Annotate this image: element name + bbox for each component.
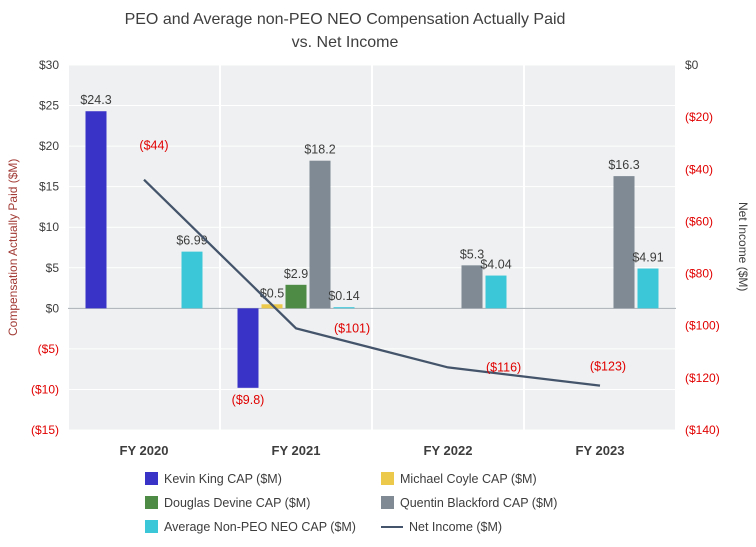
right-axis-tick-label: ($40) <box>685 162 713 176</box>
bar-data-label: $2.9 <box>284 267 308 281</box>
legend-item: Michael Coyle CAP ($M) <box>381 470 711 487</box>
legend-swatch <box>145 520 158 533</box>
legend-label: Quentin Blackford CAP ($M) <box>400 495 558 510</box>
right-axis-tick-label: ($140) <box>685 423 720 437</box>
chart-title-line1: PEO and Average non-PEO NEO Compensation… <box>124 11 566 28</box>
left-axis-tick-label: $10 <box>39 220 59 234</box>
bar-data-label: $18.2 <box>304 143 335 157</box>
category-label: FY 2023 <box>576 443 625 458</box>
bar-data-label: $0.5 <box>260 286 284 300</box>
line-data-label: ($44) <box>139 139 168 153</box>
left-axis-tick-label: $20 <box>39 139 59 153</box>
legend-label: Average Non-PEO NEO CAP ($M) <box>164 519 356 534</box>
legend-item: Quentin Blackford CAP ($M) <box>381 494 711 511</box>
legend-item: Net Income ($M) <box>381 518 711 535</box>
left-axis-tick-label: $25 <box>39 99 59 113</box>
category-label: FY 2021 <box>272 443 321 458</box>
bar-data-label: $24.3 <box>80 93 111 107</box>
legend-swatch <box>381 496 394 509</box>
legend-line-marker <box>381 525 403 528</box>
bar <box>309 160 331 309</box>
left-axis-tick-label: $5 <box>46 261 60 275</box>
legend-item: Average Non-PEO NEO CAP ($M) <box>145 518 381 535</box>
bar-data-label: $5.3 <box>460 247 484 261</box>
bar <box>333 307 355 309</box>
chart-title-line2: vs. Net Income <box>291 34 399 51</box>
right-axis-tick-label: ($60) <box>685 214 713 228</box>
bar <box>85 111 107 309</box>
left-axis-tick-label: ($15) <box>31 423 59 437</box>
left-axis-tick-label: $0 <box>46 301 60 315</box>
legend-item: Kevin King CAP ($M) <box>145 470 381 487</box>
left-axis-tick-label: ($5) <box>38 342 59 356</box>
bar-data-label: $4.04 <box>480 258 511 272</box>
bar-data-label: ($9.8) <box>232 393 265 407</box>
legend-label: Douglas Devine CAP ($M) <box>164 495 311 510</box>
legend-swatch <box>145 472 158 485</box>
category-label: FY 2022 <box>424 443 473 458</box>
bar <box>613 176 635 309</box>
bar <box>181 251 203 309</box>
left-axis-tick-label: ($10) <box>31 382 59 396</box>
right-axis-tick-label: ($80) <box>685 267 713 281</box>
bar <box>237 308 259 388</box>
legend-label: Net Income ($M) <box>409 519 503 534</box>
category-label: FY 2020 <box>120 443 169 458</box>
right-axis-tick-label: $0 <box>685 58 699 72</box>
chart-legend: Kevin King CAP ($M) Michael Coyle CAP ($M… <box>145 470 711 535</box>
bar <box>461 265 483 309</box>
line-data-label: ($123) <box>590 360 626 374</box>
bar-data-label: $16.3 <box>608 158 639 172</box>
line-data-label: ($116) <box>486 360 521 374</box>
right-axis-title: Net Income ($M) <box>736 202 750 292</box>
legend-swatch <box>145 496 158 509</box>
bar-data-label: $0.14 <box>328 289 359 303</box>
left-axis-tick-label: $30 <box>39 58 59 72</box>
left-axis-tick-label: $15 <box>39 180 59 194</box>
line-data-label: ($101) <box>334 321 370 335</box>
right-axis-tick-label: ($20) <box>685 110 713 124</box>
bar <box>637 268 659 309</box>
chart-plot: $30 $25 $20 $15 $10 $5 $0 ($5) ($10) ($15) $0 ($20)… <box>31 58 720 458</box>
legend-label: Kevin King CAP ($M) <box>164 471 282 486</box>
chart-title: PEO and Average non-PEO NEO Compensation… <box>0 8 690 54</box>
bar <box>285 284 307 309</box>
net-income-line <box>143 178 601 387</box>
right-axis-tick-label: ($100) <box>685 319 720 333</box>
bar <box>485 275 507 309</box>
bar-data-label: $4.91 <box>632 251 663 265</box>
right-axis-tick-label: ($120) <box>685 371 720 385</box>
legend-swatch <box>381 472 394 485</box>
bar-data-label: $6.99 <box>176 234 207 248</box>
legend-label: Michael Coyle CAP ($M) <box>400 471 537 486</box>
legend-item: Douglas Devine CAP ($M) <box>145 494 381 511</box>
